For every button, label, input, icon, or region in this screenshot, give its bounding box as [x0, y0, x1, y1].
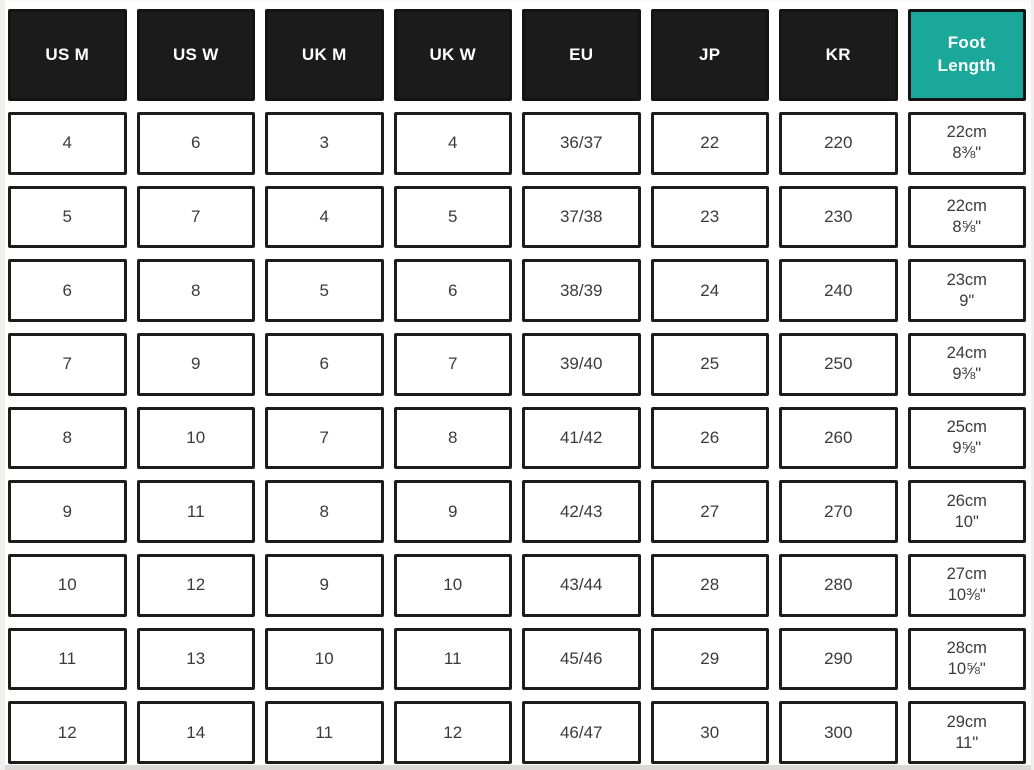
size-cell: 8 — [8, 406, 127, 470]
size-cell: 6 — [393, 259, 512, 322]
size-cell: 26 — [650, 406, 769, 470]
foot-length-cell: 29cm 11" — [907, 701, 1026, 764]
size-cell: 27 — [650, 480, 769, 543]
foot-length-cell: 27cm 10⅜" — [907, 554, 1026, 617]
size-cell: 24 — [650, 259, 769, 322]
size-cell: 230 — [779, 185, 898, 249]
size-cell: 11 — [265, 701, 384, 764]
size-cell: 8 — [265, 480, 384, 543]
foot-length-cell: 24cm 9⅜" — [907, 333, 1026, 396]
size-cell: 14 — [136, 701, 255, 764]
size-cell: 23 — [650, 185, 769, 249]
size-cell: 30 — [650, 701, 769, 764]
size-cell: 9 — [265, 554, 384, 617]
size-cell: 28 — [650, 554, 769, 617]
size-cell: 5 — [8, 185, 127, 249]
size-cell: 5 — [393, 185, 512, 249]
size-cell: 11 — [8, 627, 127, 691]
size-cell: 7 — [265, 406, 384, 470]
header-cell-uk-w: UK W — [393, 9, 512, 101]
size-cell: 7 — [393, 333, 512, 396]
size-cell: 300 — [779, 701, 898, 764]
header-cell-us-m: US M — [8, 9, 127, 101]
size-cell: 260 — [779, 406, 898, 470]
size-cell: 270 — [779, 480, 898, 543]
size-cell: 4 — [393, 112, 512, 175]
size-cell: 8 — [393, 406, 512, 470]
size-cell: 25 — [650, 333, 769, 396]
header-cell-uk-m: UK M — [265, 9, 384, 101]
size-cell: 12 — [8, 701, 127, 764]
size-cell: 12 — [393, 701, 512, 764]
size-cell: 5 — [265, 259, 384, 322]
size-cell: 240 — [779, 259, 898, 322]
header-cell-eu: EU — [522, 9, 641, 101]
size-cell: 220 — [779, 112, 898, 175]
size-cell: 42/43 — [522, 480, 641, 543]
size-cell: 280 — [779, 554, 898, 617]
size-cell: 38/39 — [522, 259, 641, 322]
size-cell: 12 — [136, 554, 255, 617]
size-cell: 6 — [8, 259, 127, 322]
size-cell: 46/47 — [522, 701, 641, 764]
foot-length-cell: 22cm 8⅜" — [907, 112, 1026, 175]
size-cell: 7 — [136, 185, 255, 249]
size-cell: 37/38 — [522, 185, 641, 249]
size-cell: 4 — [265, 185, 384, 249]
size-cell: 6 — [265, 333, 384, 396]
size-cell: 36/37 — [522, 112, 641, 175]
header-cell-kr: KR — [779, 9, 898, 101]
size-cell: 10 — [265, 627, 384, 691]
header-cell-foot-length: Foot Length — [907, 9, 1026, 101]
size-cell: 9 — [8, 480, 127, 543]
size-cell: 10 — [8, 554, 127, 617]
size-cell: 6 — [136, 112, 255, 175]
size-cell: 43/44 — [522, 554, 641, 617]
size-cell: 13 — [136, 627, 255, 691]
size-cell: 3 — [265, 112, 384, 175]
size-cell: 39/40 — [522, 333, 641, 396]
size-cell: 29 — [650, 627, 769, 691]
size-cell: 8 — [136, 259, 255, 322]
header-cell-jp: JP — [650, 9, 769, 101]
size-cell: 22 — [650, 112, 769, 175]
size-cell: 250 — [779, 333, 898, 396]
size-cell: 7 — [8, 333, 127, 396]
size-cell: 4 — [8, 112, 127, 175]
foot-length-cell: 26cm 10" — [907, 480, 1026, 543]
size-cell: 10 — [393, 554, 512, 617]
size-cell: 11 — [136, 480, 255, 543]
size-cell: 9 — [136, 333, 255, 396]
foot-length-cell: 22cm 8⅝" — [907, 185, 1026, 249]
size-cell: 10 — [136, 406, 255, 470]
size-cell: 9 — [393, 480, 512, 543]
foot-length-cell: 28cm 10⅝" — [907, 627, 1026, 691]
header-cell-us-w: US W — [136, 9, 255, 101]
size-cell: 41/42 — [522, 406, 641, 470]
size-cell: 45/46 — [522, 627, 641, 691]
foot-length-cell: 23cm 9" — [907, 259, 1026, 322]
foot-length-cell: 25cm 9⅝" — [907, 406, 1026, 470]
size-cell: 11 — [393, 627, 512, 691]
size-cell: 290 — [779, 627, 898, 691]
